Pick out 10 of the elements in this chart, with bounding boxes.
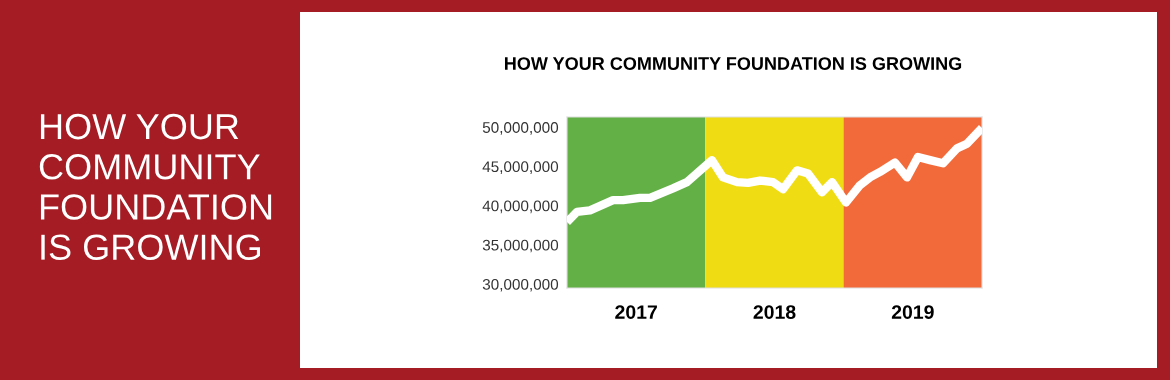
y-tick-label: 40,000,000: [482, 200, 559, 214]
x-tick-label: 2017: [615, 305, 657, 319]
chart-title: HOW YOUR COMMUNITY FOUNDATION IS GROWING: [504, 57, 962, 70]
x-tick-label: 2018: [753, 305, 796, 319]
y-tick-label: 30,000,000: [482, 278, 559, 292]
text: HOW YOUR COMMUNITY FOUNDATION IS GROWING: [39, 113, 272, 260]
y-tick-label: 35,000,000: [482, 239, 559, 253]
x-tick-label: 2019: [891, 305, 934, 319]
y-tick-label: 50,000,000: [482, 122, 559, 135]
y-tick-label: 45,000,000: [482, 161, 559, 174]
